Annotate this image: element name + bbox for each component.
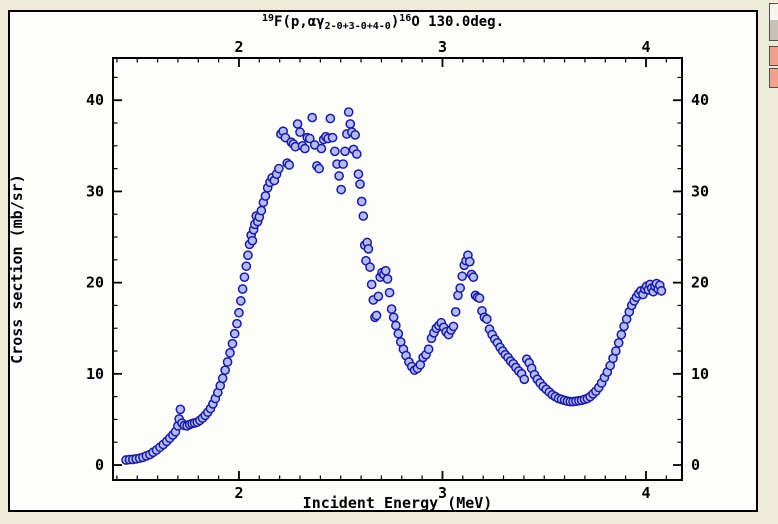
x-tick-label-top: 3: [438, 38, 447, 56]
data-point: [274, 163, 284, 174]
x-axis-title: Incident Energy (MeV): [303, 494, 493, 512]
data-point: [656, 285, 667, 296]
title-part: 16: [399, 13, 412, 24]
data-point: [388, 312, 399, 323]
y-tick-label-right: 10: [691, 365, 709, 383]
data-point: [284, 160, 295, 170]
plot-window: 19F(p,αγ2-0+3-0+4-0)16O 130.0deg.: [8, 10, 758, 512]
data-point: [220, 365, 230, 376]
title-part: ): [390, 14, 400, 30]
data-point: [345, 119, 356, 129]
data-point: [235, 296, 246, 306]
scrollbar-button[interactable]: [769, 3, 778, 41]
data-point: [391, 320, 401, 331]
y-tick-label: 40: [86, 91, 104, 109]
data-point: [373, 291, 384, 302]
data-point: [175, 404, 186, 415]
x-tick-label: 2: [234, 484, 243, 502]
data-point: [455, 283, 466, 293]
data-point: [227, 338, 238, 349]
data-point: [351, 149, 362, 159]
data-point: [382, 274, 393, 284]
y-tick-label-right: 0: [691, 456, 700, 474]
data-point: [304, 133, 315, 144]
data-point: [423, 344, 434, 355]
data-point: [365, 262, 375, 272]
data-point: [260, 191, 271, 201]
data-point: [356, 196, 367, 207]
title-part: 2-0+3-0+4-0: [324, 21, 391, 32]
data-point: [355, 179, 365, 189]
data-point: [307, 112, 318, 123]
data-point: [329, 146, 340, 157]
data-point: [340, 146, 350, 157]
y-tick-label: 30: [86, 182, 104, 200]
data-point: [222, 357, 233, 367]
data-point: [243, 250, 253, 261]
data-point: [295, 127, 305, 137]
data-point: [464, 256, 475, 267]
data-point: [448, 321, 459, 332]
data-point: [234, 307, 244, 318]
data-point: [350, 130, 361, 140]
data-point: [393, 328, 404, 339]
data-point: [336, 184, 346, 195]
plot-title: 19F(p,αγ2-0+3-0+4-0)16O 130.0deg.: [10, 13, 756, 32]
data-point: [616, 329, 627, 340]
title-part: F(p,αγ: [274, 14, 325, 30]
data-point: [327, 132, 338, 143]
x-tick-label: 4: [641, 484, 650, 502]
data-point: [380, 265, 391, 276]
data-point: [343, 107, 354, 117]
data-point: [366, 279, 377, 290]
data-point: [229, 328, 240, 339]
side-button-1[interactable]: [769, 46, 778, 66]
data-point: [358, 211, 369, 221]
data-point: [334, 171, 344, 181]
data-point: [300, 143, 310, 154]
data-point: [256, 205, 267, 216]
data-point: [237, 284, 248, 294]
data-point: [519, 374, 530, 385]
y-tick-label-right: 40: [691, 91, 709, 109]
x-tick-label-top: 4: [641, 38, 650, 56]
data-point: [338, 159, 349, 169]
data-point: [241, 261, 252, 272]
data-point: [450, 306, 461, 317]
data-point: [481, 314, 492, 324]
data-point: [217, 373, 228, 384]
data-point: [384, 287, 395, 298]
data-point: [314, 163, 325, 174]
data-point: [316, 143, 327, 154]
y-tick-label: 10: [86, 365, 104, 383]
data-point: [325, 113, 336, 124]
side-button-2[interactable]: [769, 68, 778, 88]
y-axis-title: Cross section (mb/sr): [8, 174, 26, 364]
data-point: [386, 304, 397, 314]
data-point: [613, 337, 624, 348]
x-tick-label: 3: [438, 484, 447, 502]
y-tick-label-right: 30: [691, 182, 709, 200]
data-point: [371, 310, 382, 321]
y-tick-label: 0: [95, 456, 104, 474]
x-tick-label-top: 2: [234, 38, 243, 56]
title-part: 19: [261, 13, 275, 24]
data-point: [363, 244, 374, 254]
data-point: [225, 348, 235, 358]
data-point: [468, 272, 479, 283]
data-point: [457, 271, 468, 282]
data-point: [247, 235, 258, 246]
data-point: [474, 293, 485, 303]
data-point: [353, 169, 364, 179]
plot-frame: [112, 57, 683, 481]
data-point: [611, 346, 621, 356]
y-tick-label: 20: [86, 274, 104, 292]
data-point: [232, 318, 242, 329]
data-point: [239, 272, 250, 283]
data-point: [292, 119, 303, 129]
title-part: O 130.0deg.: [411, 14, 505, 30]
y-tick-label-right: 20: [691, 274, 709, 292]
